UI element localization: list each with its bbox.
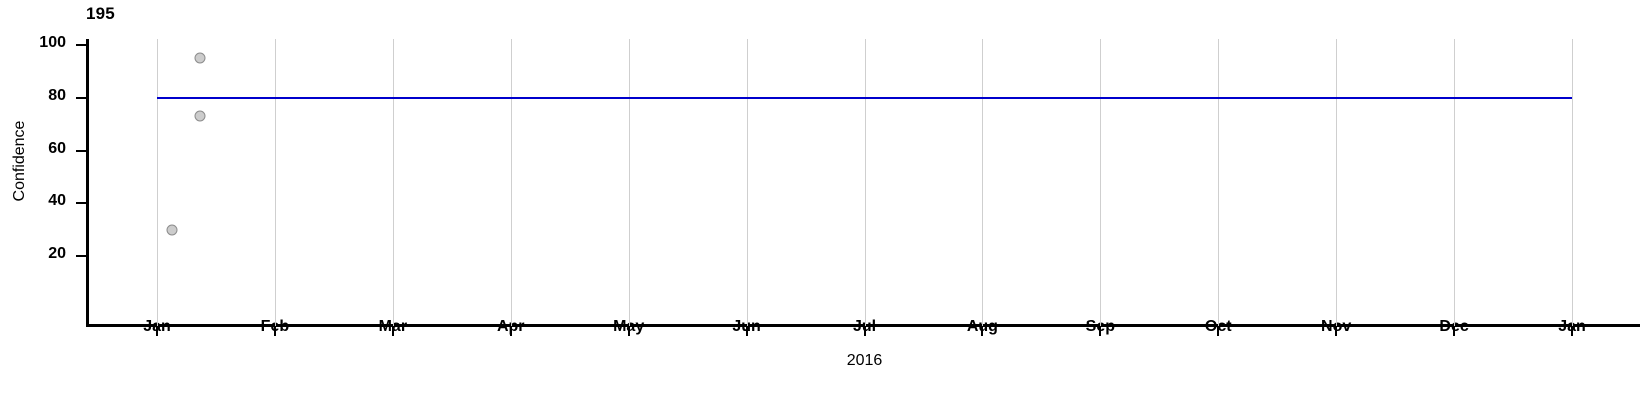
x-axis-tick-label: Nov [1321, 318, 1352, 335]
x-axis-tick [1571, 327, 1573, 336]
gridline-vertical [864, 39, 866, 326]
x-axis-tick [156, 327, 158, 336]
chart-title: 195 [86, 4, 115, 23]
gridline-vertical [274, 39, 276, 326]
x-axis-tick-label: Jul [852, 318, 877, 335]
x-axis-tick [981, 327, 984, 336]
data-point[interactable] [194, 52, 206, 64]
x-axis-tick-label: Sep [1085, 318, 1115, 335]
gridline-vertical [1454, 39, 1456, 326]
gridline-vertical [1100, 39, 1102, 326]
gridline-vertical [1218, 39, 1220, 326]
gridline-vertical [392, 39, 394, 326]
y-axis-tick [76, 149, 86, 152]
x-axis-tick [863, 327, 866, 336]
gridline-vertical [746, 39, 748, 326]
x-axis-tick [627, 327, 630, 336]
y-axis-tick-label: 80 [48, 86, 66, 104]
y-axis-tick-label: 20 [48, 245, 66, 262]
y-axis-tick [76, 96, 86, 99]
data-point[interactable] [194, 110, 206, 122]
y-axis-tick [76, 202, 86, 205]
x-axis-tick-label: May [613, 318, 645, 335]
x-axis-tick-label: Jun [732, 318, 761, 335]
x-axis-tick [1217, 327, 1220, 336]
x-axis-tick [1335, 327, 1338, 336]
x-axis-tick [1099, 327, 1102, 336]
y-axis-tick [76, 255, 86, 257]
x-axis-tick-label: Apr [496, 318, 525, 335]
gridline-vertical [1336, 39, 1338, 326]
x-axis-tick [273, 327, 276, 336]
y-axis-tick [76, 44, 86, 46]
y-axis-tick-label: 40 [48, 192, 66, 210]
plot-area [86, 39, 1640, 326]
y-axis-tick-label: 100 [39, 34, 66, 51]
x-axis-tick [1453, 327, 1456, 336]
x-axis-tick-label: Aug [966, 318, 998, 335]
gridline-vertical [157, 39, 158, 326]
x-axis-tick-label: Dec [1439, 318, 1469, 335]
gridline-vertical [982, 39, 984, 326]
reference-line [157, 96, 1572, 99]
x-axis-tick [391, 327, 394, 336]
y-axis-spine [86, 39, 89, 327]
y-axis-tick-label: 60 [48, 139, 66, 157]
x-axis-tick-label: Mar [378, 318, 408, 335]
x-axis-tick [745, 327, 748, 336]
x-axis-tick [509, 327, 512, 336]
data-point[interactable] [166, 224, 178, 236]
gridline-vertical [1572, 39, 1573, 326]
x-axis-tick-label: Feb [260, 318, 290, 335]
gridline-vertical [628, 39, 630, 326]
x-axis-spine [86, 324, 1640, 327]
x-axis-tick-label: Oct [1204, 318, 1232, 335]
x-axis-tick-label: Jan [1558, 318, 1586, 335]
gridline-vertical [510, 39, 512, 326]
x-axis-tick-label: Jan [143, 318, 171, 335]
x-axis-title: 2016 [846, 352, 883, 369]
